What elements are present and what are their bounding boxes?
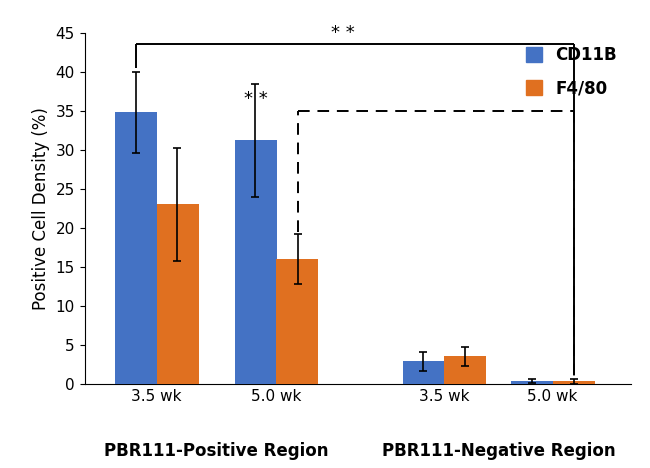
Bar bbox=[276, 259, 318, 384]
Bar bbox=[510, 380, 552, 384]
Bar bbox=[402, 361, 445, 384]
Text: PBR111-Negative Region: PBR111-Negative Region bbox=[382, 442, 616, 460]
Y-axis label: Positive Cell Density (%): Positive Cell Density (%) bbox=[32, 107, 50, 310]
Text: * *: * * bbox=[331, 24, 354, 42]
Text: * *: * * bbox=[244, 90, 267, 109]
Bar bbox=[157, 205, 198, 384]
Bar bbox=[552, 381, 595, 384]
Legend: CD11B, F4/80: CD11B, F4/80 bbox=[521, 41, 622, 102]
Bar bbox=[114, 112, 157, 384]
Bar bbox=[235, 140, 276, 384]
Text: PBR111-Positive Region: PBR111-Positive Region bbox=[104, 442, 329, 460]
Bar bbox=[445, 357, 486, 384]
